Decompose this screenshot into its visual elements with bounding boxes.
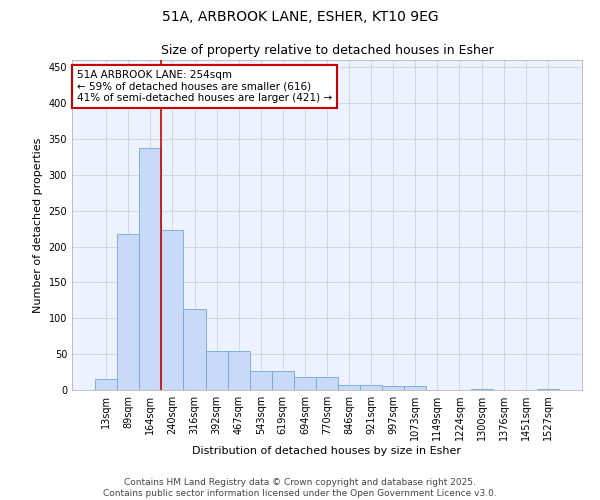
X-axis label: Distribution of detached houses by size in Esher: Distribution of detached houses by size … bbox=[193, 446, 461, 456]
Bar bbox=[338, 385, 360, 390]
Y-axis label: Number of detached properties: Number of detached properties bbox=[33, 138, 43, 312]
Bar bbox=[294, 377, 316, 390]
Bar bbox=[95, 379, 117, 390]
Text: 51A, ARBROOK LANE, ESHER, KT10 9EG: 51A, ARBROOK LANE, ESHER, KT10 9EG bbox=[161, 10, 439, 24]
Bar bbox=[382, 386, 404, 390]
Bar bbox=[117, 234, 139, 390]
Bar bbox=[227, 350, 250, 390]
Bar bbox=[184, 309, 206, 390]
Text: Contains HM Land Registry data © Crown copyright and database right 2025.
Contai: Contains HM Land Registry data © Crown c… bbox=[103, 478, 497, 498]
Title: Size of property relative to detached houses in Esher: Size of property relative to detached ho… bbox=[161, 44, 493, 58]
Bar bbox=[250, 372, 272, 390]
Bar bbox=[161, 230, 184, 390]
Bar bbox=[206, 350, 227, 390]
Bar bbox=[139, 148, 161, 390]
Bar bbox=[316, 377, 338, 390]
Bar bbox=[404, 386, 427, 390]
Text: 51A ARBROOK LANE: 254sqm
← 59% of detached houses are smaller (616)
41% of semi-: 51A ARBROOK LANE: 254sqm ← 59% of detach… bbox=[77, 70, 332, 103]
Bar bbox=[272, 372, 294, 390]
Bar bbox=[360, 385, 382, 390]
